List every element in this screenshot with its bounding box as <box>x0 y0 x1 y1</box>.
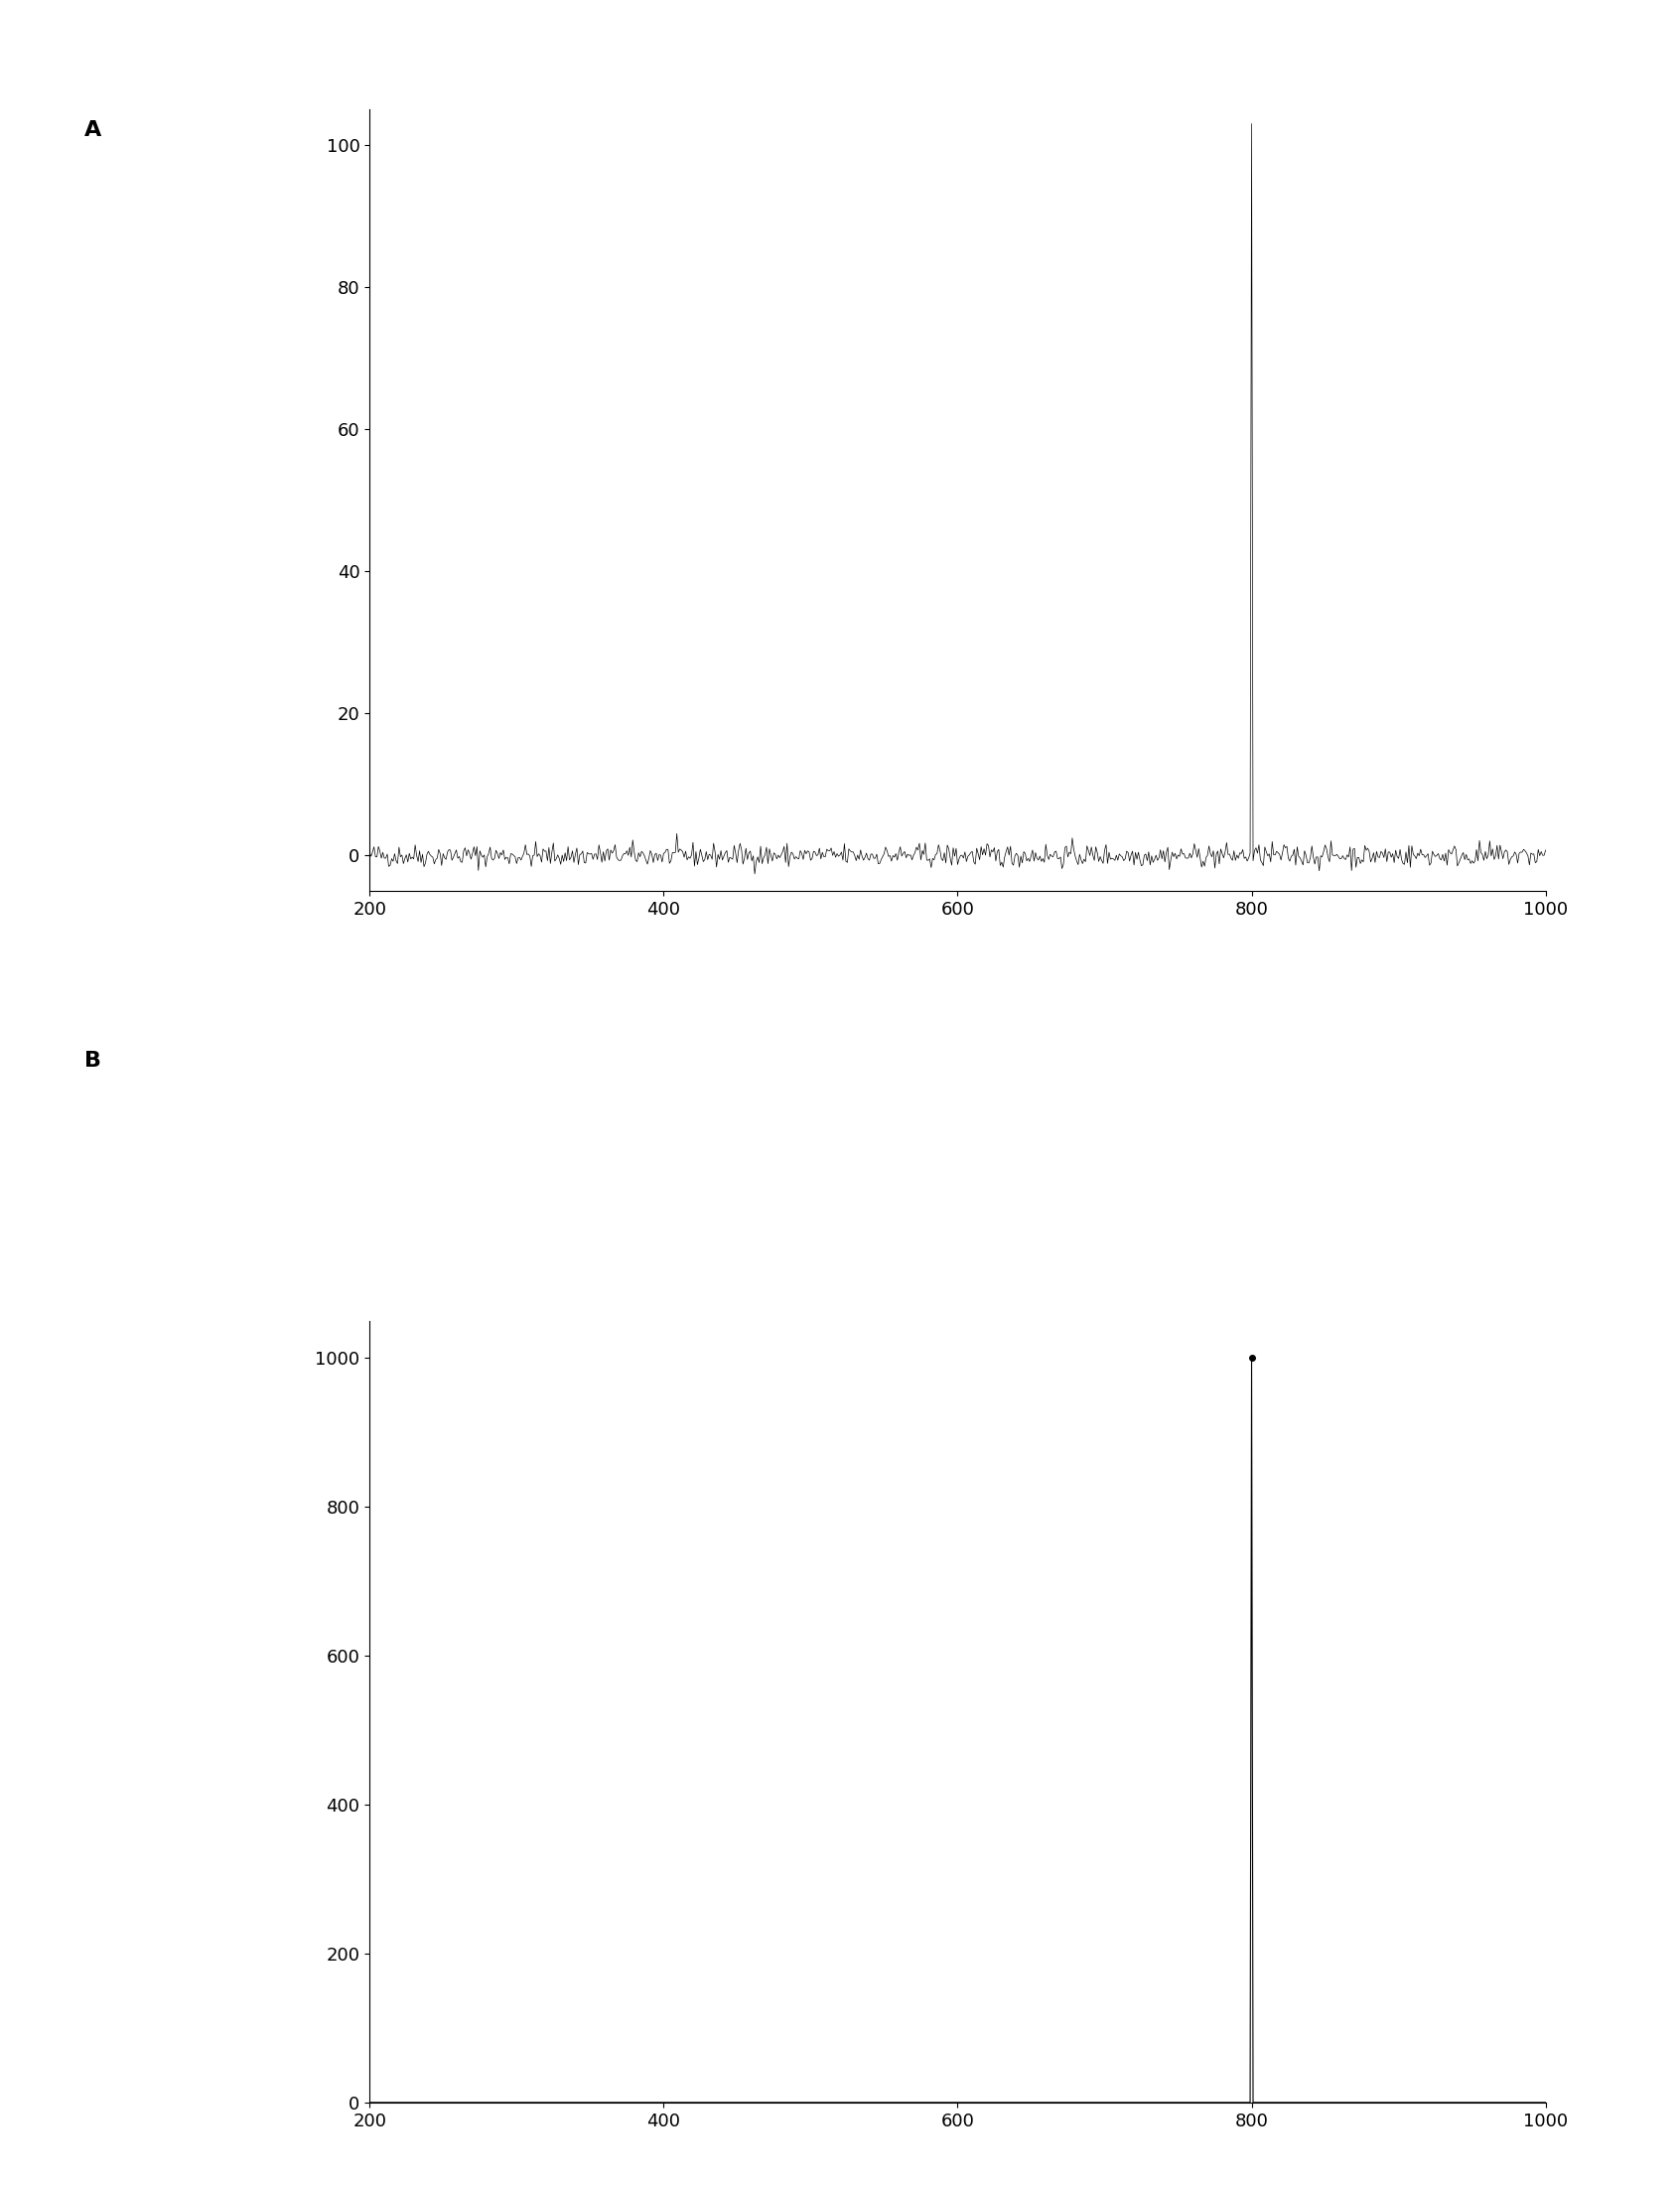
Text: B: B <box>84 1051 101 1071</box>
Text: A: A <box>84 120 101 140</box>
